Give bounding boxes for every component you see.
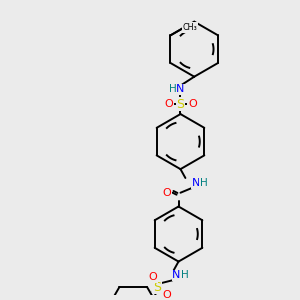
Text: S: S [176, 98, 184, 111]
Text: H: H [169, 85, 176, 94]
Text: S: S [153, 280, 161, 294]
Text: O: O [162, 188, 171, 198]
Text: H: H [181, 270, 188, 280]
Text: O: O [164, 99, 173, 109]
Text: O: O [162, 290, 171, 300]
Text: O: O [148, 272, 157, 282]
Text: N: N [176, 85, 185, 94]
Text: N: N [172, 270, 181, 280]
Text: H: H [200, 178, 208, 188]
Text: O: O [188, 99, 197, 109]
Text: N: N [192, 178, 200, 188]
Text: CH₃: CH₃ [183, 23, 197, 32]
